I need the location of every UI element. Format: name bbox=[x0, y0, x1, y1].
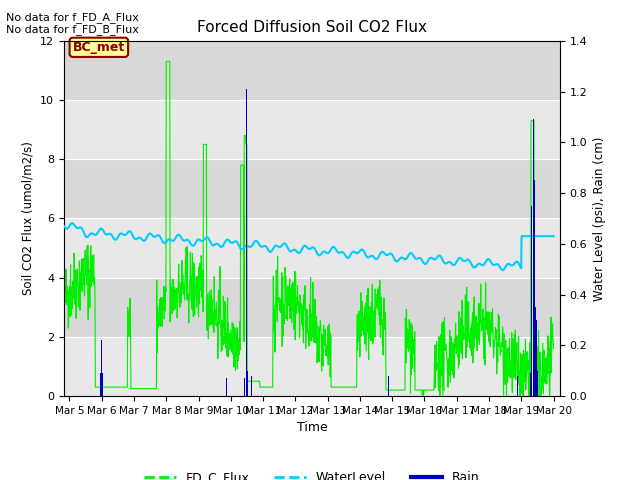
Bar bbox=[388, 376, 390, 396]
Text: BC_met: BC_met bbox=[73, 41, 125, 54]
Bar bbox=[64, 218, 560, 277]
Bar bbox=[226, 378, 227, 396]
Bar bbox=[64, 41, 560, 100]
Bar bbox=[516, 376, 518, 396]
Y-axis label: Water Level (psi), Rain (cm): Water Level (psi), Rain (cm) bbox=[593, 136, 606, 300]
Bar bbox=[532, 120, 534, 396]
Bar bbox=[534, 307, 536, 396]
Bar bbox=[64, 159, 560, 218]
Bar bbox=[64, 277, 560, 337]
Bar bbox=[102, 373, 103, 396]
Bar bbox=[531, 206, 532, 396]
Bar bbox=[64, 100, 560, 159]
Title: Forced Diffusion Soil CO2 Flux: Forced Diffusion Soil CO2 Flux bbox=[197, 21, 427, 36]
Text: No data for f_FD_B_Flux: No data for f_FD_B_Flux bbox=[6, 24, 140, 35]
Y-axis label: Soil CO2 Flux (umol/m2/s): Soil CO2 Flux (umol/m2/s) bbox=[22, 142, 35, 295]
Bar bbox=[246, 89, 248, 396]
Bar bbox=[244, 378, 245, 396]
Bar bbox=[101, 340, 102, 396]
Bar bbox=[536, 320, 537, 396]
Text: No data for f_FD_A_Flux: No data for f_FD_A_Flux bbox=[6, 12, 140, 23]
X-axis label: Time: Time bbox=[296, 421, 328, 434]
Bar bbox=[387, 376, 388, 396]
Bar bbox=[251, 376, 252, 396]
Legend: FD_C_Flux, WaterLevel, Rain: FD_C_Flux, WaterLevel, Rain bbox=[140, 466, 484, 480]
Bar bbox=[64, 337, 560, 396]
Bar bbox=[100, 373, 101, 396]
Bar bbox=[537, 371, 538, 396]
